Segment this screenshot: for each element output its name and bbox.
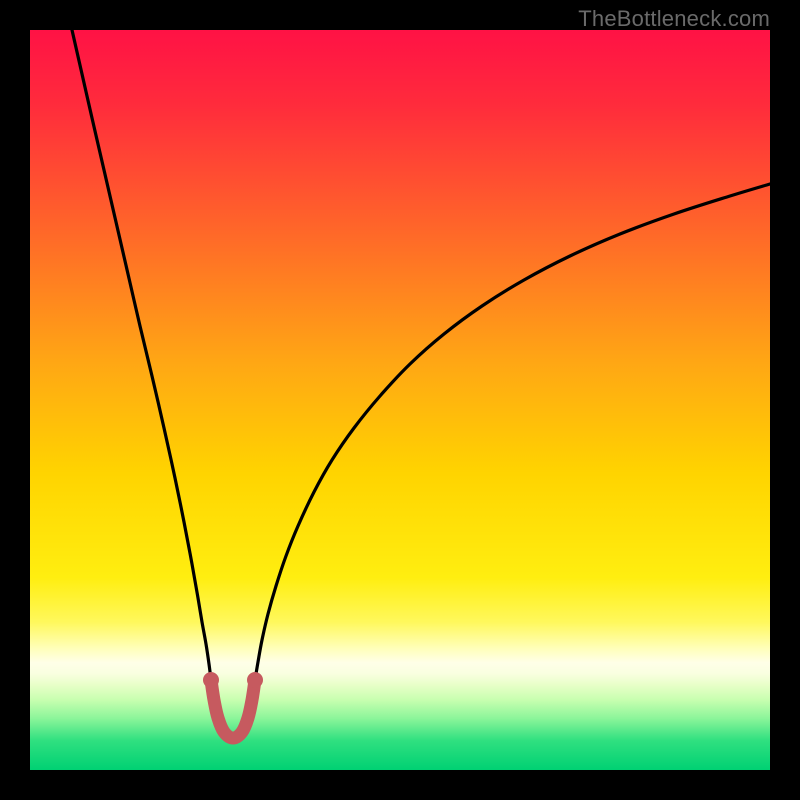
curve-right: [255, 184, 770, 680]
chart-stage: TheBottleneck.com: [0, 0, 800, 800]
curve-left: [72, 30, 211, 680]
bottleneck-curves: [30, 30, 770, 770]
valley-endpoint-markers: [203, 672, 263, 688]
watermark-text: TheBottleneck.com: [578, 6, 770, 32]
plot-area: [30, 30, 770, 770]
valley-segment: [211, 680, 255, 738]
